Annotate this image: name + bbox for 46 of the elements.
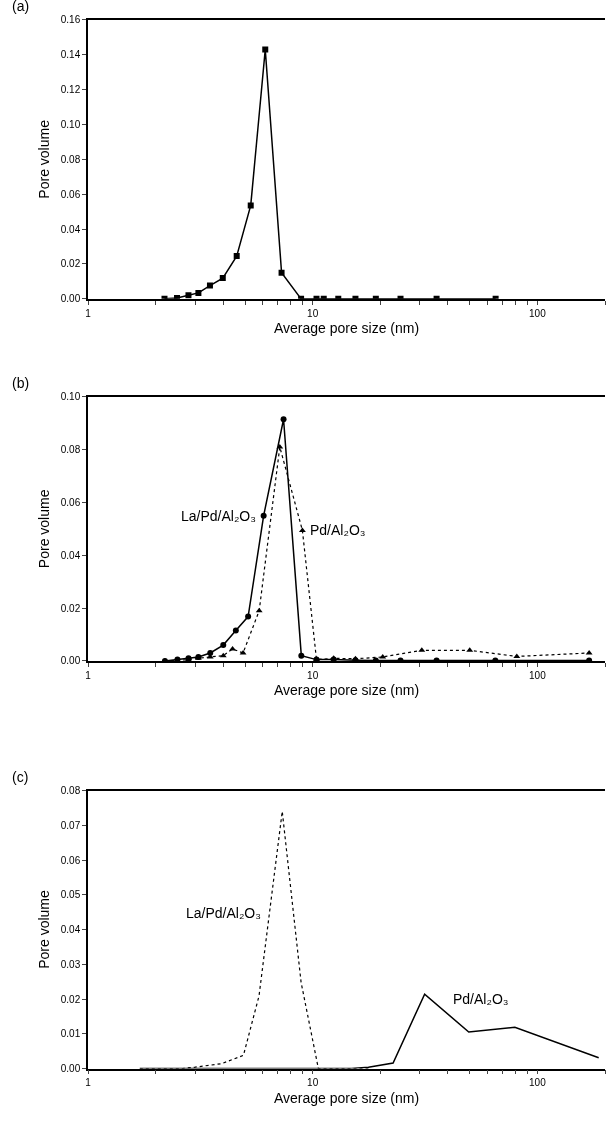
y-tick-label: 0.06 (60, 188, 81, 200)
y-tick-label: 0.16 (60, 14, 81, 26)
y-tick-label: 0.04 (60, 223, 81, 235)
chart-title: (a) (12, 0, 30, 14)
x-tick-label: 1 (85, 1077, 92, 1089)
x-tick-label: 10 (307, 669, 319, 681)
y-tick-label: 0.08 (60, 444, 81, 456)
y-tick-label: 0.01 (60, 1028, 81, 1040)
y-tick-label: 0.00 (60, 655, 81, 667)
series-label: Pd/Al₂O₃ (453, 991, 509, 1007)
y-tick-label: 0.12 (60, 84, 81, 96)
y-tick-label: 0.08 (60, 785, 81, 797)
y-tick-label: 0.10 (60, 118, 81, 130)
x-tick-label: 10 (307, 307, 319, 319)
y-tick-label: 0.10 (60, 391, 81, 403)
x-axis-title: Average pore size (nm) (273, 1090, 420, 1107)
chart-title: (b) (12, 375, 30, 391)
x-tick-label: 10 (307, 1077, 319, 1089)
y-tick-label: 0.04 (60, 924, 81, 936)
y-tick-label: 0.04 (60, 549, 81, 561)
y-tick-label: 0.06 (60, 496, 81, 508)
y-tick-label: 0.07 (60, 819, 81, 831)
y-tick-label: 0.14 (60, 49, 81, 61)
y-axis-title: Pore volume (35, 119, 52, 199)
x-tick-label: 1 (85, 669, 92, 681)
series-label: Pd/Al₂O₃ (310, 522, 366, 538)
y-tick-label: 0.06 (60, 854, 81, 866)
y-tick-label: 0.02 (60, 993, 81, 1005)
y-axis-title: Pore volume (35, 489, 52, 569)
chart-title: (c) (12, 769, 29, 785)
y-tick-label: 0.08 (60, 153, 81, 165)
series-label: La/Pd/Al₂O₃ (186, 905, 261, 921)
y-tick-label: 0.03 (60, 958, 81, 970)
y-tick-label: 0.02 (60, 602, 81, 614)
x-tick-label: 100 (529, 307, 547, 319)
y-tick-label: 0.05 (60, 889, 81, 901)
y-tick-label: 0.02 (60, 258, 81, 270)
x-tick-label: 100 (529, 669, 547, 681)
series-label: La/Pd/Al₂O₃ (181, 508, 256, 524)
y-axis-title: Pore volume (35, 890, 52, 969)
x-axis-title: Average pore size (nm) (273, 682, 420, 699)
y-tick-label: 0.00 (60, 293, 81, 305)
y-tick-label: 0.00 (60, 1063, 81, 1075)
x-axis-title: Average pore size (nm) (273, 320, 420, 337)
x-tick-label: 1 (85, 307, 92, 319)
x-tick-label: 100 (529, 1077, 547, 1089)
